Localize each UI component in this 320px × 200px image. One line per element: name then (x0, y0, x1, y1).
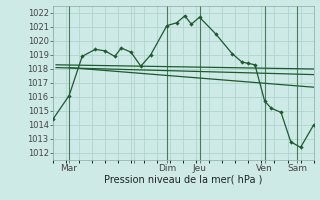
X-axis label: Pression niveau de la mer( hPa ): Pression niveau de la mer( hPa ) (104, 175, 262, 185)
